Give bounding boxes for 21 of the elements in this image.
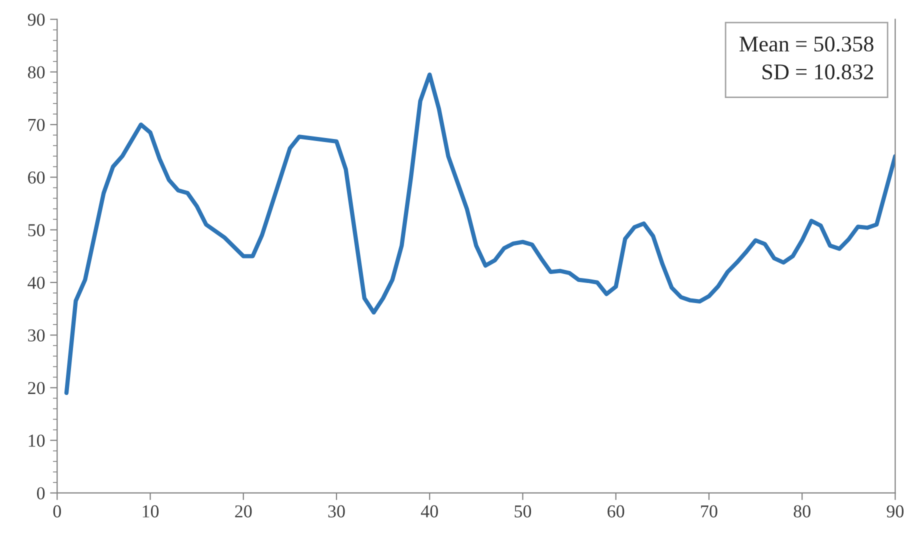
- y-tick-label: 50: [28, 224, 45, 236]
- y-tick-label: 90: [28, 14, 45, 26]
- x-tick-label: 40: [420, 505, 438, 518]
- x-tick-label: 60: [608, 505, 624, 518]
- y-tick-label: 60: [28, 171, 45, 184]
- y-tick-label: 80: [28, 66, 45, 78]
- x-tick-label: 50: [514, 505, 532, 518]
- y-tick-label: 40: [28, 276, 45, 289]
- y-tick-label: 20: [28, 382, 45, 394]
- x-tick-label: 20: [235, 505, 252, 518]
- x-tick-label: 30: [328, 505, 345, 518]
- x-tick-label: 80: [794, 505, 810, 518]
- y-tick-label: 30: [28, 329, 45, 342]
- x-tick-label: 70: [701, 505, 718, 518]
- x-tick-label: 10: [142, 505, 159, 518]
- annotation: Mean = 50.358 SD = 10.832: [740, 36, 874, 80]
- y-tick-label: 0: [36, 487, 45, 500]
- x-tick-label: 0: [53, 505, 61, 518]
- x-tick-label: 90: [886, 505, 904, 518]
- y-tick-label: 70: [28, 118, 45, 132]
- y-tick-label: 10: [28, 434, 45, 447]
